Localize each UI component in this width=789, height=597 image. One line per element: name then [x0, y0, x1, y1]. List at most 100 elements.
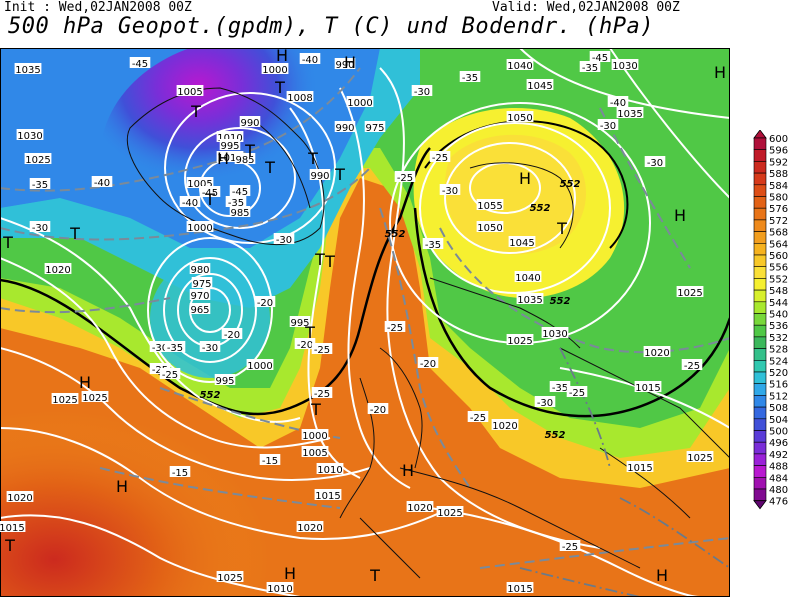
- svg-text:-25: -25: [562, 542, 578, 553]
- svg-text:-30: -30: [152, 343, 168, 354]
- temperature-label: -30: [199, 341, 221, 354]
- svg-text:1025: 1025: [437, 508, 462, 519]
- pressure-label: 1025: [676, 286, 704, 299]
- pressure-label: 1035: [616, 107, 644, 120]
- svg-text:-40: -40: [182, 198, 198, 209]
- svg-text:1025: 1025: [687, 453, 712, 464]
- temperature-label: -40: [91, 176, 113, 189]
- svg-text:T: T: [310, 400, 321, 419]
- svg-text:552: 552: [545, 430, 566, 441]
- svg-text:T: T: [264, 158, 275, 177]
- svg-text:990: 990: [335, 123, 354, 134]
- svg-text:1005: 1005: [187, 179, 212, 190]
- svg-text:H: H: [284, 564, 296, 583]
- legend-swatch: [753, 383, 767, 396]
- legend-swatch: [753, 161, 767, 174]
- temperature-label: -45: [589, 51, 611, 64]
- temperature-label: -30: [597, 119, 619, 132]
- pressure-label: 995: [214, 374, 236, 387]
- pressure-label: 1025: [506, 334, 534, 347]
- legend-swatch: [753, 149, 767, 162]
- pressure-label: 1015: [0, 521, 26, 534]
- legend-swatch: [753, 441, 767, 455]
- legend-swatch: [753, 289, 767, 303]
- svg-text:995: 995: [215, 376, 234, 387]
- low-pressure-marker: T: [314, 250, 325, 269]
- pressure-label: 1000: [186, 221, 214, 234]
- low-pressure-marker: T: [69, 224, 80, 243]
- pressure-label: 985: [234, 153, 256, 166]
- svg-text:-20: -20: [370, 405, 386, 416]
- pressure-label: 1005: [186, 177, 214, 190]
- legend-swatch: [753, 243, 767, 256]
- svg-text:-25: -25: [314, 389, 330, 400]
- low-pressure-marker: T: [369, 566, 380, 585]
- geopotential-label: 552: [385, 229, 406, 240]
- pressure-label: 1010: [316, 463, 344, 476]
- temperature-label: -25: [311, 387, 333, 400]
- legend-swatch: [753, 196, 767, 209]
- legend-swatch: [753, 418, 767, 431]
- legend-level-label: 592: [769, 157, 788, 168]
- svg-text:1025: 1025: [82, 393, 107, 404]
- svg-text:1010: 1010: [217, 133, 242, 144]
- svg-text:985: 985: [235, 155, 254, 166]
- temperature-label: -25: [384, 321, 406, 334]
- svg-text:1035: 1035: [15, 65, 40, 76]
- high-pressure-marker: H: [674, 206, 686, 225]
- legend-swatch: [753, 465, 767, 478]
- geopotential-label: 552: [545, 430, 566, 441]
- legend-bottom-arrow: [753, 500, 767, 510]
- svg-text:1000: 1000: [262, 65, 287, 76]
- pressure-label: 1020: [296, 521, 324, 534]
- pressure-label: 990: [309, 169, 331, 182]
- map-label-layer: 1035103010251020100510051010101599599098…: [0, 48, 726, 595]
- pressure-label: 1000: [301, 429, 329, 442]
- svg-text:975: 975: [365, 123, 384, 134]
- svg-text:-35: -35: [425, 240, 441, 251]
- svg-text:T: T: [2, 233, 13, 252]
- legend-swatch: [753, 453, 767, 466]
- legend-swatch: [753, 406, 767, 420]
- svg-text:985: 985: [230, 208, 249, 219]
- pressure-label: 1015: [216, 151, 244, 164]
- temperature-label: -40: [179, 196, 201, 209]
- svg-text:-20: -20: [420, 359, 436, 370]
- pressure-label: 995: [219, 139, 241, 152]
- svg-text:-40: -40: [302, 55, 318, 66]
- svg-text:1015: 1015: [315, 491, 340, 502]
- legend-level-label: 496: [769, 438, 788, 449]
- legend-level-label: 552: [769, 274, 788, 285]
- pressure-label: 1050: [476, 221, 504, 234]
- temperature-label: -20: [221, 328, 243, 341]
- pressure-label: 1025: [51, 393, 79, 406]
- pressure-label: 1005: [176, 85, 204, 98]
- pressure-label: 1020: [643, 346, 671, 359]
- init-time-label: Init : Wed,02JAN2008 00Z: [4, 0, 192, 15]
- svg-text:-30: -30: [414, 87, 430, 98]
- svg-text:552: 552: [530, 203, 551, 214]
- temperature-label: -20: [254, 296, 276, 309]
- low-pressure-marker: T: [304, 323, 315, 342]
- temperature-label: -30: [411, 85, 433, 98]
- temperature-label: -25: [559, 540, 581, 553]
- legend-swatch: [753, 207, 767, 221]
- pressure-label: 1015: [634, 381, 662, 394]
- svg-text:1020: 1020: [407, 503, 432, 514]
- legend-level-label: 500: [769, 427, 788, 438]
- temperature-label: -35: [549, 381, 571, 394]
- temperature-label: -25: [311, 343, 333, 356]
- pressure-label: 1035: [516, 293, 544, 306]
- high-pressure-marker: H: [519, 169, 531, 188]
- pressure-label: 1015: [506, 582, 534, 595]
- pressure-label: 975: [191, 277, 213, 290]
- legend-level-label: 588: [769, 169, 788, 180]
- legend-level-label: 520: [769, 368, 788, 379]
- svg-text:1055: 1055: [477, 201, 502, 212]
- high-pressure-marker: H: [217, 149, 229, 168]
- pressure-label: 1055: [476, 199, 504, 212]
- temperature-label: -25: [394, 171, 416, 184]
- svg-text:T: T: [4, 536, 15, 555]
- legend-level-label: 544: [769, 298, 788, 309]
- low-pressure-marker: T: [2, 233, 13, 252]
